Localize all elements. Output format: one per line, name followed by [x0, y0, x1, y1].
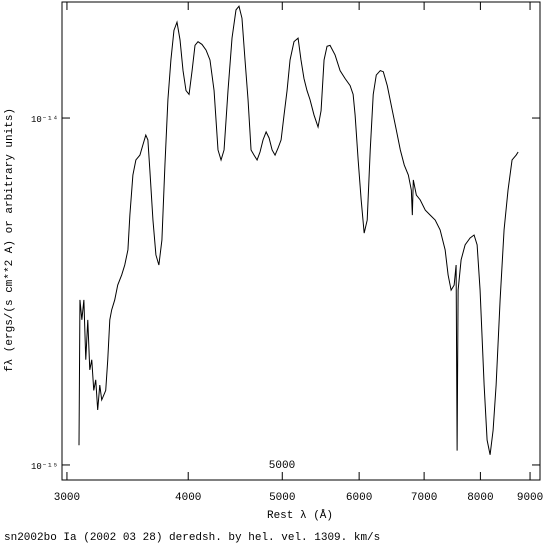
- x-axis-label: Rest λ (Å): [267, 509, 333, 522]
- spectrum-line: [78, 5, 519, 455]
- plot-frame: [61, 1, 541, 481]
- x-tick-label: 7000: [411, 492, 437, 504]
- y-tick-label: 10⁻¹⁴: [31, 114, 58, 125]
- x-tick-label: 8000: [467, 492, 493, 504]
- x-tick-label: 6000: [346, 492, 372, 504]
- caption: sn2002bo Ia (2002 03 28) deredsh. by hel…: [4, 532, 380, 544]
- x-tick-label: 3000: [54, 492, 80, 504]
- x-tick-label: 5000: [269, 492, 295, 504]
- y-tick-label: 10⁻¹⁵: [31, 462, 58, 472]
- annotation: 5000: [269, 460, 295, 472]
- x-tick-label: 4000: [175, 492, 201, 504]
- x-tick-label: 9000: [517, 492, 543, 504]
- y-axis-label: fλ (ergs/(s cm**2 A) or arbitrary units): [4, 108, 16, 372]
